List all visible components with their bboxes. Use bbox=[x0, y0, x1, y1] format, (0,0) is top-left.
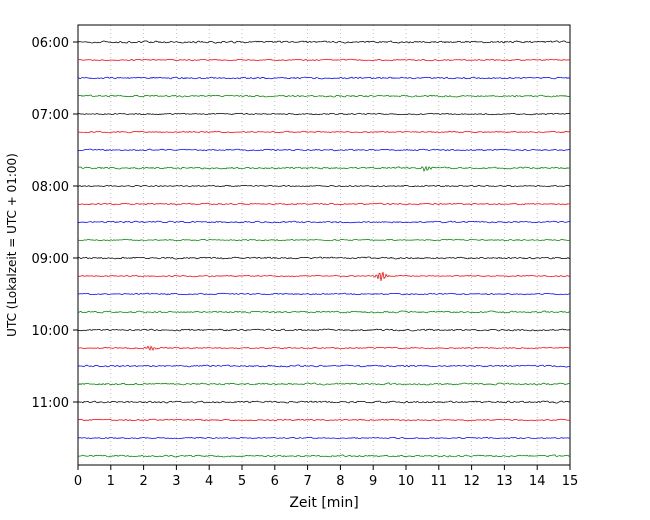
x-tick-label: 3 bbox=[172, 474, 180, 489]
seismic-trace bbox=[77, 76, 571, 80]
x-tick-label: 8 bbox=[336, 474, 344, 489]
seismic-trace bbox=[77, 328, 571, 332]
x-tick-label: 13 bbox=[496, 474, 513, 489]
x-tick-label: 6 bbox=[271, 474, 279, 489]
hour-label: 09:00 bbox=[32, 252, 69, 267]
x-tick-label: 7 bbox=[303, 474, 311, 489]
hour-label: 11:00 bbox=[32, 396, 69, 411]
seismic-trace bbox=[77, 382, 571, 386]
x-tick-label: 0 bbox=[74, 474, 82, 489]
x-tick-label: 15 bbox=[562, 474, 579, 489]
seismic-trace bbox=[77, 400, 571, 404]
seismic-trace bbox=[77, 130, 571, 134]
x-axis-label: Zeit [min] bbox=[289, 495, 358, 511]
hour-label: 10:00 bbox=[32, 324, 69, 339]
seismic-trace bbox=[77, 40, 571, 44]
y-axis-label: UTC (Lokalzeit = UTC + 01:00) bbox=[5, 153, 19, 337]
seismic-trace bbox=[77, 238, 571, 242]
x-tick-label: 2 bbox=[139, 474, 147, 489]
seismic-trace bbox=[77, 436, 571, 440]
x-tick-label: 11 bbox=[431, 474, 448, 489]
x-tick-label: 1 bbox=[107, 474, 115, 489]
seismic-trace bbox=[77, 310, 571, 314]
x-tick-label: 5 bbox=[238, 474, 246, 489]
seismic-trace bbox=[77, 184, 571, 188]
seismic-trace bbox=[77, 454, 571, 458]
seismic-trace bbox=[77, 418, 571, 422]
seismic-trace bbox=[77, 345, 571, 352]
plot-border bbox=[77, 24, 571, 466]
hour-label: 08:00 bbox=[32, 180, 69, 195]
seismic-trace bbox=[77, 292, 571, 296]
x-tick-label: 9 bbox=[369, 474, 377, 489]
seismic-trace bbox=[77, 220, 571, 224]
hour-label: 07:00 bbox=[32, 108, 69, 123]
seismic-trace bbox=[77, 112, 571, 116]
seismic-trace bbox=[77, 94, 571, 98]
seismic-trace bbox=[77, 148, 571, 152]
hour-label: 06:00 bbox=[32, 36, 69, 51]
x-tick-label: 12 bbox=[463, 474, 480, 489]
seismic-trace bbox=[77, 271, 571, 281]
seismic-trace bbox=[77, 58, 571, 62]
seismic-trace bbox=[77, 165, 571, 173]
seismic-trace bbox=[77, 256, 571, 260]
x-tick-label: 14 bbox=[529, 474, 546, 489]
seismic-trace bbox=[77, 202, 571, 206]
x-tick-label: 10 bbox=[398, 474, 415, 489]
seismic-trace bbox=[77, 364, 571, 368]
x-tick-label: 4 bbox=[205, 474, 213, 489]
